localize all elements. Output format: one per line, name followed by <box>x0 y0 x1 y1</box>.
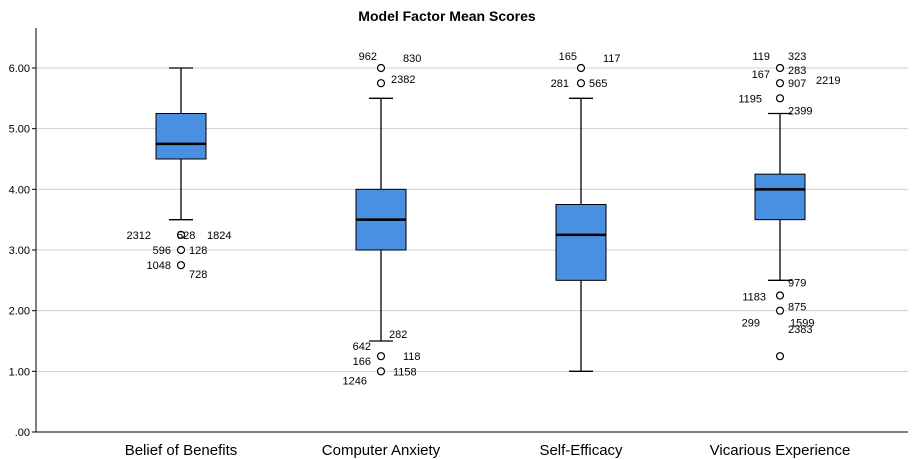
outlier-label: 962 <box>359 51 377 63</box>
box-group-0: 2312 528 1824 596 128 1048 728 <box>127 67 231 281</box>
outlier-label: 2399 <box>788 105 812 117</box>
x-category-label: Computer Anxiety <box>322 442 441 459</box>
outlier-point <box>376 79 386 88</box>
outlier-label: 907 <box>788 78 806 90</box>
outlier-label: 167 <box>752 69 770 81</box>
outlier-label: 282 <box>389 329 407 341</box>
y-axis-ticks: .00 1.00 2.00 3.00 4.00 5.00 6.00 <box>9 63 36 439</box>
outlier-label: 283 <box>788 65 806 77</box>
x-category-label: Vicarious Experience <box>710 442 851 459</box>
chart-title: Model Factor Mean Scores <box>358 8 536 24</box>
outlier-label: 565 <box>589 78 607 90</box>
y-tick-label: 6.00 <box>9 63 30 75</box>
y-tick-label: 5.00 <box>9 124 30 136</box>
box-group-2: 165 117 281 565 <box>551 51 621 372</box>
outlier-label: 2219 <box>816 75 840 87</box>
y-tick-label: 1.00 <box>9 366 30 378</box>
axes <box>35 28 908 433</box>
outlier-label: 2383 <box>788 324 812 336</box>
x-category-label: Self-Efficacy <box>539 442 623 459</box>
iqr-box <box>155 113 207 160</box>
outlier-point <box>775 291 785 300</box>
outlier-label: 1824 <box>207 230 231 242</box>
outlier-point <box>176 261 186 270</box>
outlier-point <box>775 352 785 361</box>
outlier-point <box>376 63 386 73</box>
x-axis-categories: Belief of Benefits Computer Anxiety Self-E… <box>125 442 851 459</box>
outlier-label: 118 <box>403 351 421 363</box>
outlier-label: 1048 <box>147 260 171 272</box>
outlier-point <box>775 306 785 315</box>
outlier-label: 1599 <box>790 318 814 330</box>
outlier-label: 299 <box>742 318 760 330</box>
iqr-box <box>754 173 806 221</box>
box-group-1: 962 830 2382 642 282 166 118 1246 1158 <box>343 51 422 387</box>
y-tick-label: .00 <box>15 427 30 439</box>
outlier-label: 323 <box>788 51 806 63</box>
outlier-label: 1246 <box>343 375 367 387</box>
outlier-label: 1195 <box>738 93 762 105</box>
outlier-label: 2312 <box>127 230 151 242</box>
outlier-point <box>376 367 386 376</box>
outlier-label: 642 <box>353 341 371 353</box>
outlier-label: 281 <box>551 78 569 90</box>
outlier-label: 875 <box>788 302 806 314</box>
outlier-point <box>576 63 586 73</box>
x-category-label: Belief of Benefits <box>125 442 238 459</box>
outlier-point <box>376 352 386 361</box>
outlier-point <box>176 245 186 255</box>
outlier-label: 117 <box>603 53 621 65</box>
boxes: 2312 528 1824 596 128 1048 728 962 830 2382 642 282… <box>127 51 841 387</box>
outlier-label: 830 <box>403 53 421 65</box>
outlier-label: 1158 <box>393 366 417 378</box>
outlier-point <box>576 79 586 88</box>
outlier-point <box>775 63 785 73</box>
outlier-label: 979 <box>788 278 806 290</box>
outlier-label: 165 <box>559 51 577 63</box>
outlier-label: 119 <box>752 51 770 63</box>
y-tick-label: 4.00 <box>9 184 30 196</box>
outlier-label: 728 <box>189 269 207 281</box>
outlier-label: 2382 <box>391 74 415 86</box>
outlier-label: 596 <box>153 245 171 257</box>
outlier-point <box>775 94 785 103</box>
y-tick-label: 2.00 <box>9 306 30 318</box>
iqr-box <box>555 204 607 281</box>
box-group-3: 119 323 283 167 907 2219 1195 2399 979 1183 875 299… <box>738 51 840 361</box>
outlier-label: 166 <box>353 356 371 368</box>
outlier-point <box>775 79 785 88</box>
outlier-label: 128 <box>189 245 207 257</box>
y-tick-label: 3.00 <box>9 245 30 257</box>
outlier-label: 528 <box>177 230 195 242</box>
outlier-label: 1183 <box>742 292 766 304</box>
outlier-point <box>176 230 186 239</box>
